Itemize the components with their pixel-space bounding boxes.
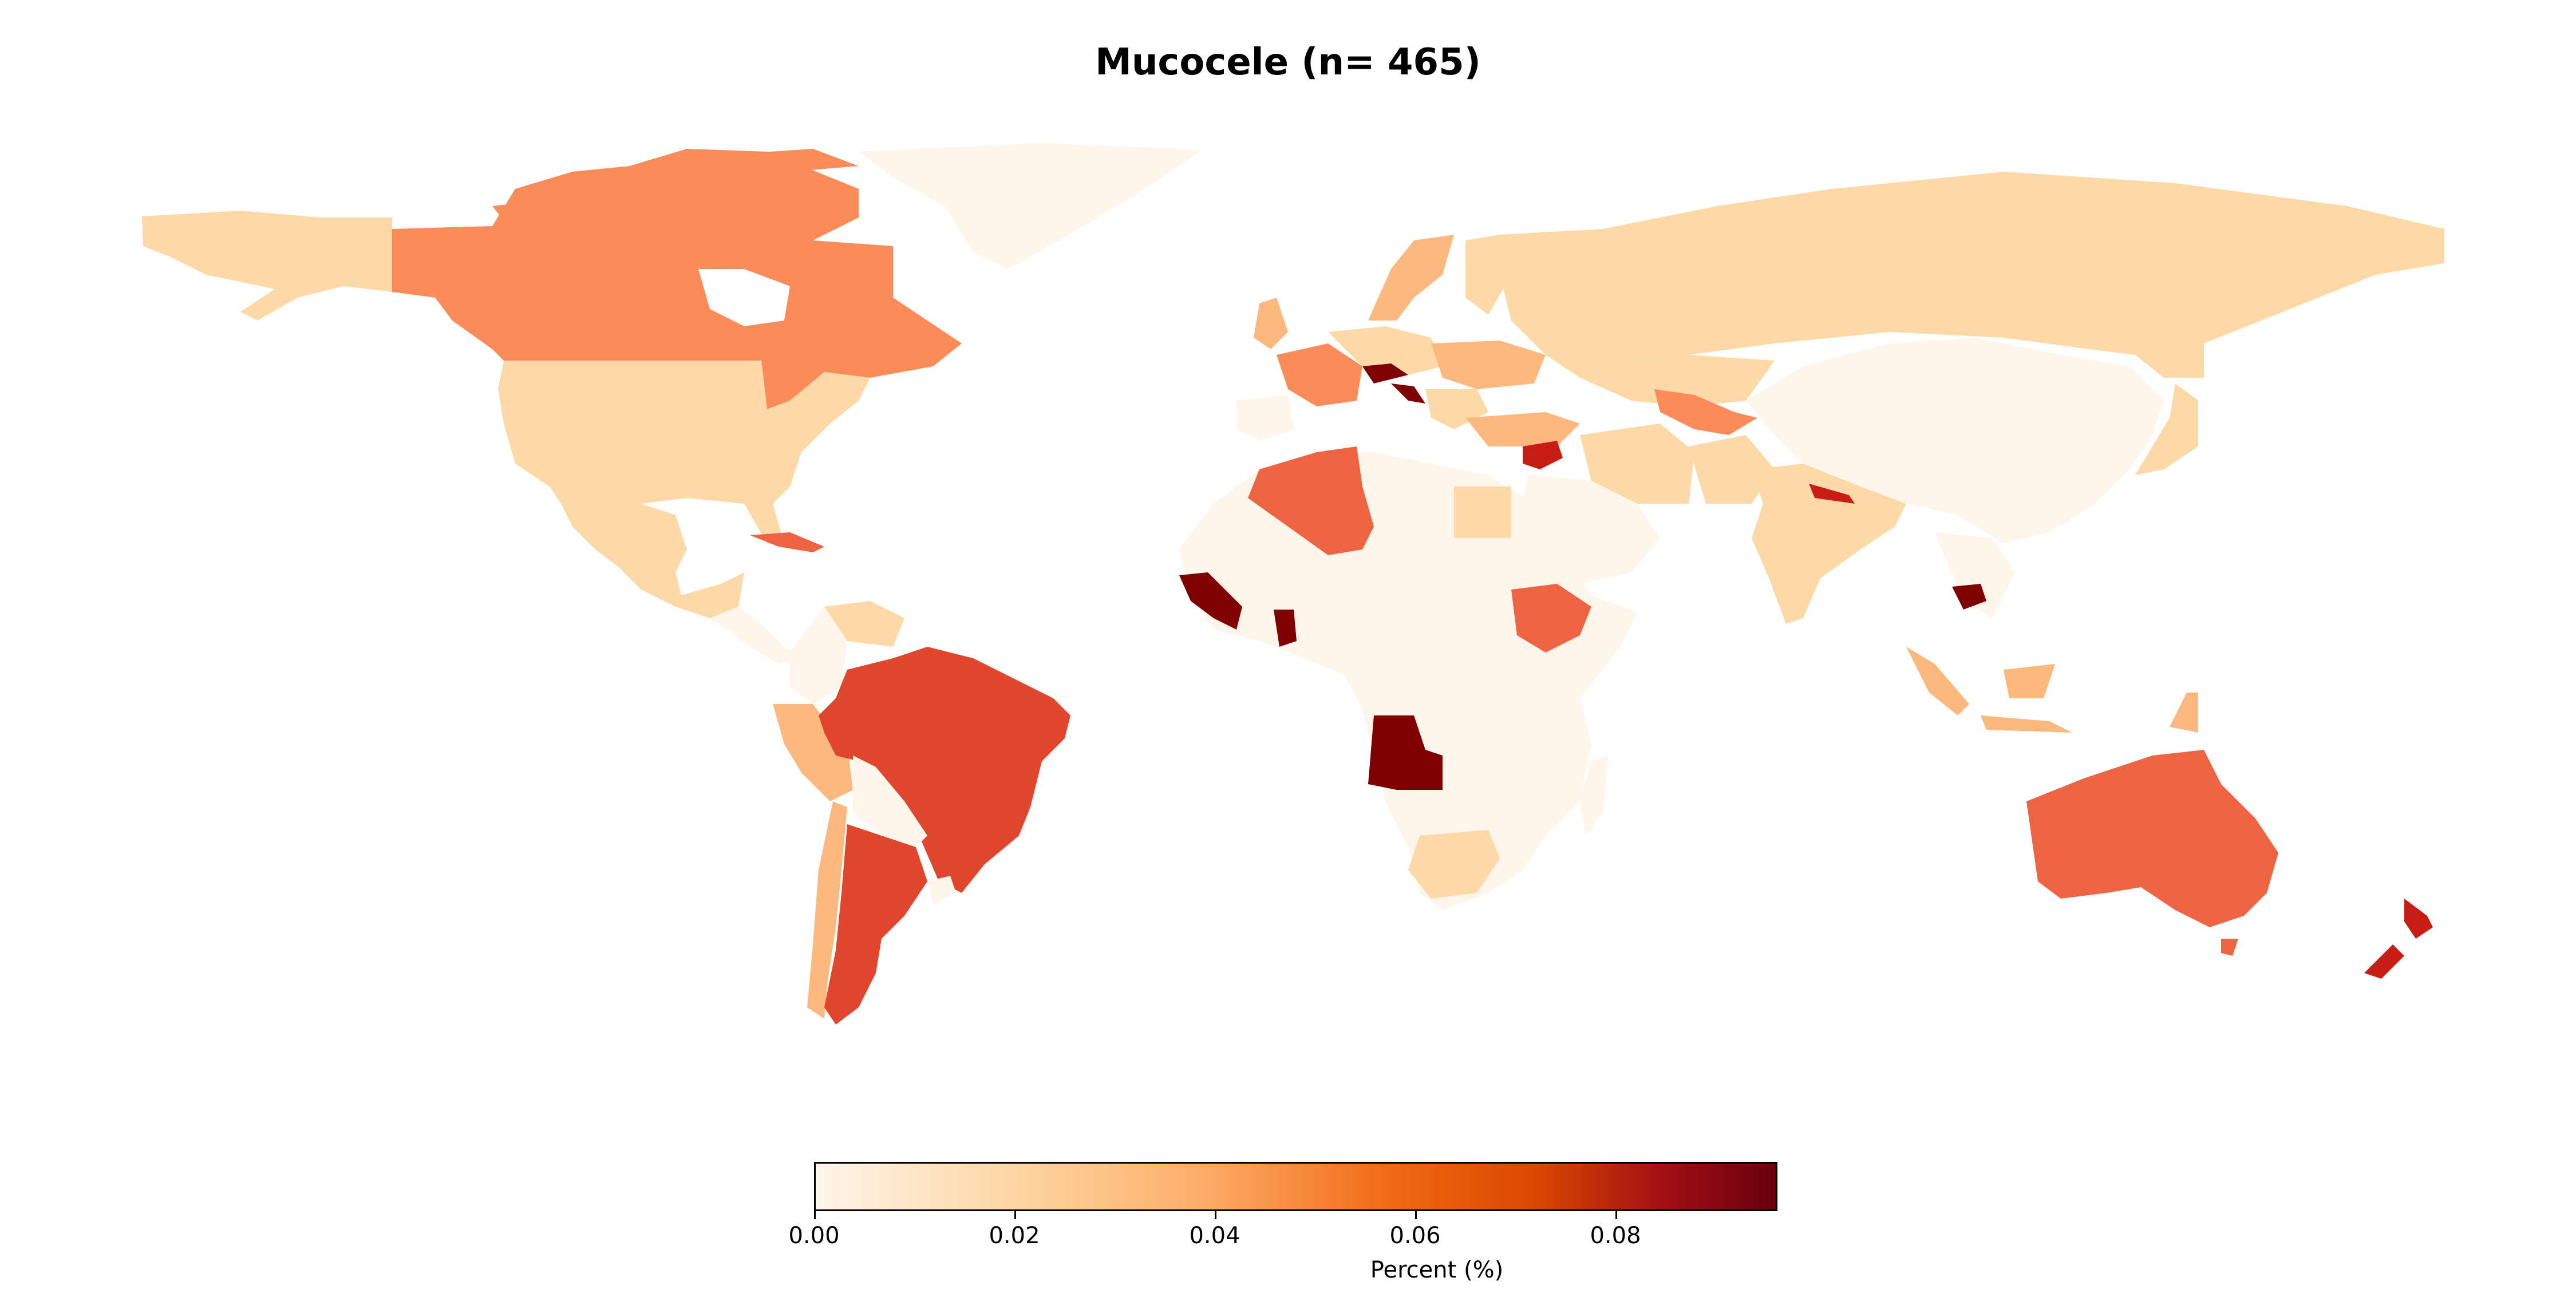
colorbar-tick-label: 0.00: [788, 1223, 840, 1249]
country-cuba: [750, 532, 824, 552]
country-argentina: [824, 824, 927, 1025]
country-madagascar: [1580, 756, 1609, 836]
country-india: [1752, 464, 1906, 624]
colorbar-tick-label: 0.04: [1189, 1223, 1240, 1249]
country-austria: [1362, 363, 1408, 383]
world-map: [142, 143, 2444, 1025]
country-colombia: [790, 607, 847, 704]
country-nepal: [1809, 484, 1855, 504]
country-united-states: [498, 361, 870, 544]
colorbar-tick: [1415, 1211, 1417, 1219]
colorbar-tick-label: 0.02: [989, 1223, 1040, 1249]
colorbar-tick: [1615, 1211, 1617, 1219]
country-south-africa: [1408, 830, 1500, 899]
country-uk: [1254, 298, 1288, 349]
country-indochina: [1935, 532, 2015, 618]
country-algeria: [1248, 446, 1374, 555]
country-venezuela: [824, 601, 904, 647]
country-china: [1746, 338, 2164, 544]
country-tasmania: [2221, 939, 2238, 956]
country-syria: [1523, 441, 1563, 469]
colorbar-tick-label: 0.08: [1590, 1223, 1641, 1249]
country-iran: [1580, 424, 1694, 504]
country-peru: [773, 704, 853, 801]
country-australia: [2026, 750, 2278, 927]
colorbar-gradient: [814, 1162, 1777, 1211]
country-indonesia: [1906, 647, 2198, 733]
country-central-america: [710, 607, 801, 664]
country-iberia: [1236, 395, 1294, 441]
country-russia: [1500, 172, 2444, 378]
country-eastern-europe: [1431, 341, 1546, 389]
country-north-africa: [1179, 452, 1637, 910]
country-scandinavia: [1368, 235, 1454, 321]
colorbar: [814, 1162, 1777, 1211]
colorbar-tick-label: 0.06: [1389, 1223, 1441, 1249]
country-canada-islands: [492, 149, 859, 220]
country-guinea: [1179, 572, 1242, 630]
country-cambodia: [1952, 584, 1986, 610]
country-alaska: [142, 211, 392, 321]
country-angola: [1368, 715, 1443, 790]
colorbar-tick: [814, 1211, 816, 1219]
country-uzbekistan: [1654, 389, 1757, 435]
colorbar-tick: [1014, 1211, 1016, 1219]
country-france: [1277, 343, 1362, 406]
colorbar-tick: [1215, 1211, 1216, 1219]
country-croatia: [1391, 383, 1425, 404]
country-chile: [807, 801, 847, 1019]
country-brazil: [819, 647, 1070, 893]
country-uruguay: [927, 876, 956, 904]
country-bolivia: [853, 756, 927, 847]
country-kazakhstan: [1580, 355, 1775, 406]
country-turkey: [1465, 412, 1580, 446]
country-ghana: [1274, 610, 1297, 647]
hudson-bay: [698, 269, 790, 326]
colorbar-label: Percent (%): [1370, 1257, 1504, 1283]
country-egypt: [1454, 487, 1511, 538]
country-central-europe: [1328, 326, 1443, 378]
country-greenland: [859, 143, 1202, 269]
map-title: Mucocele (n= 465): [1095, 41, 1481, 84]
country-pakistan: [1689, 435, 1775, 504]
country-mexico: [550, 487, 744, 618]
country-ethiopia: [1511, 584, 1591, 652]
country-japan: [2135, 383, 2198, 475]
country-new-zealand: [2364, 899, 2433, 979]
